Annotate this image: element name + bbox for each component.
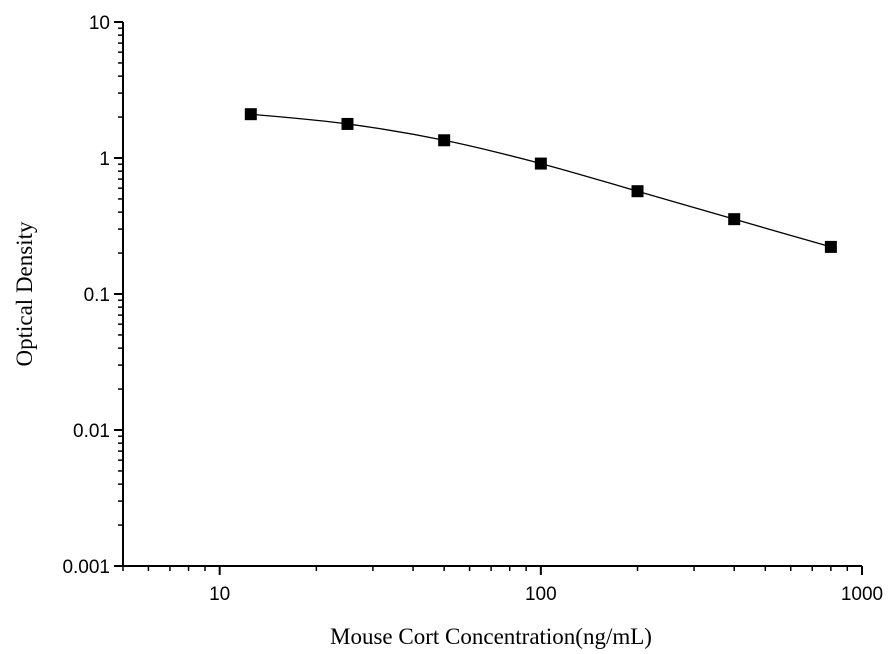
fit-curve [250, 113, 832, 248]
x-tick-label: 100 [525, 584, 557, 605]
x-axis-title: Mouse Cort Concentration(ng/mL) [330, 624, 652, 649]
fit-curve-layer [250, 113, 832, 248]
y-tick-label: 0.001 [62, 557, 110, 578]
y-tick-label: 0.1 [84, 285, 110, 306]
axes: 0.001 0.01 0.1 1 10 10 100 1000 [62, 13, 883, 605]
x-tick-label: 10 [209, 584, 230, 605]
data-point [728, 213, 741, 226]
y-axis-title: Optical Density [12, 221, 37, 366]
y-tick-label: 0.01 [73, 421, 110, 442]
data-point [824, 240, 837, 253]
data-point [438, 134, 451, 147]
data-point [631, 185, 644, 198]
data-point [244, 108, 257, 121]
data-point [534, 157, 547, 170]
x-tick-label: 1000 [841, 584, 883, 605]
data-point [341, 117, 354, 130]
y-tick-label: 1 [99, 149, 110, 170]
data-points-layer [244, 108, 837, 253]
y-tick-label: 10 [89, 13, 110, 34]
